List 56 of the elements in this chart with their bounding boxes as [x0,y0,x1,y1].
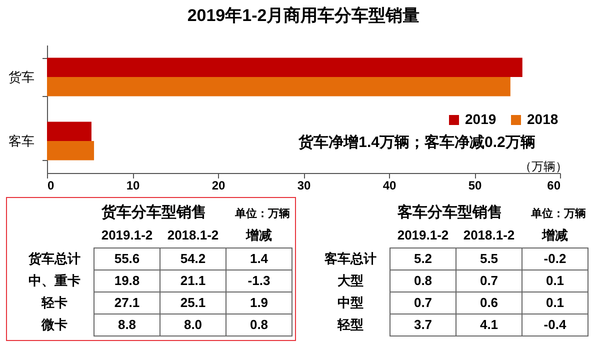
annotation: 货车净增1.4万辆；客车净减0.2万辆 [298,133,536,151]
chart-title: 货车分车型销售 [100,203,206,221]
data-label: -0.4 [544,317,567,332]
data-label: 1.4 [250,251,269,266]
data-label: 0.8 [414,273,432,288]
x-tick-label: 30 [297,178,311,192]
data-label: 0.1 [546,273,564,288]
x-tick-label: 2018.1-2 [463,228,515,242]
x-tick-label: 2018.1-2 [167,228,219,242]
data-label: 27.1 [114,295,140,310]
y-tick-label: 货车 [8,70,34,84]
data-label: 8.0 [184,317,202,332]
data-label: 0.8 [250,317,268,332]
x-tick-label: 60 [547,178,561,192]
x-axis-title: （万辆） [520,160,568,174]
legend-label: 2019 [465,111,496,127]
text: 单位：万辆 [530,207,586,220]
x-tick-label: 20 [212,178,226,192]
y-tick-label: 客车总计 [324,251,376,266]
data-label: 25.1 [180,295,206,310]
data-label: 5.2 [414,251,432,266]
data-label: 3.7 [414,317,432,332]
y-tick-label: 轻卡 [40,295,68,310]
y-tick-label: 货车总计 [28,251,80,266]
y-tick-label: 中、重卡 [28,273,80,288]
chart-title: 客车分车型销售 [396,203,502,221]
x-tick-label: 2019.1-2 [397,228,449,242]
x-tick-label: 2019.1-2 [101,228,153,242]
data-label: 0.6 [480,295,498,310]
data-label: 8.8 [118,317,136,332]
x-tick-label: 增减 [541,228,568,242]
data-label: 21.1 [180,273,206,288]
data-label: 0.1 [546,295,564,310]
data-label: 5.5 [480,251,498,266]
x-tick-label: 增减 [245,228,272,242]
legend-label: 2018 [527,111,558,127]
data-label: 54.2 [180,251,206,266]
data-label: 55.6 [114,251,140,266]
y-tick-label: 大型 [338,273,364,288]
data-label: 19.8 [114,273,140,288]
x-tick-label: 50 [468,178,482,192]
y-tick-label: 客车 [8,134,34,148]
x-tick-label: 0 [48,178,54,192]
chart-title: 2019年1-2月商用车分车型销量 [187,6,420,25]
data-label: -0.2 [544,251,566,266]
y-tick-label: 微卡 [40,317,68,332]
x-tick-label: 10 [126,178,140,192]
data-label: 4.1 [480,317,498,332]
y-tick-label: 中型 [338,295,364,310]
x-tick-label: 40 [382,178,396,192]
y-tick-label: 轻型 [336,317,364,332]
data-label: 1.9 [250,295,268,310]
text: 单位：万辆 [234,207,290,220]
data-label: -1.3 [248,273,270,288]
data-label: 0.7 [414,295,432,310]
data-label: 0.7 [480,273,498,288]
